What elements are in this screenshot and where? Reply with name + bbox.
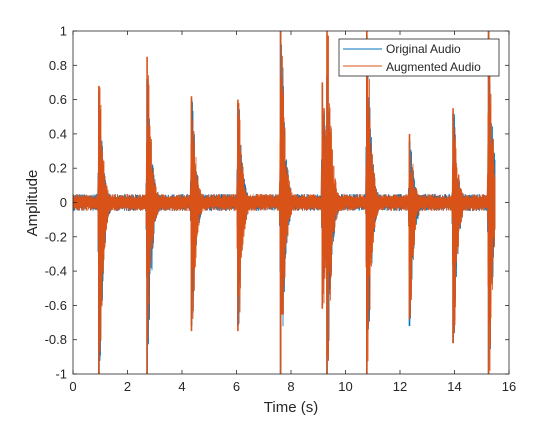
y-tick-label: -0.6 [45, 298, 67, 313]
y-tick-label: -0.8 [45, 332, 67, 347]
axes-layer: 0 2 4 6 8 10 12 14 16 -1 -0.8 -0.6 -0.4 -0.2 0 0.2 0.4 0.… [45, 24, 517, 395]
y-tick-label: 0 [60, 195, 67, 210]
x-tick-label: 2 [124, 379, 131, 394]
x-axis-label: Time (s) [264, 399, 318, 416]
y-axis-label: Amplitude [24, 170, 41, 237]
legend-label-original: Original Audio [386, 42, 461, 56]
legend: Original Audio Augmented Audio [338, 38, 500, 77]
y-tick-label: 0.4 [49, 126, 67, 141]
y-tick-label: -0.2 [45, 229, 67, 244]
y-tick-label: 0.6 [49, 92, 67, 107]
x-tick-label: 10 [338, 379, 352, 394]
y-tick-label: -1 [55, 367, 67, 382]
x-tick-label: 14 [447, 379, 461, 394]
x-tick-label: 6 [233, 379, 240, 394]
legend-label-augmented: Augmented Audio [386, 60, 481, 74]
series-augmented-audio-line [72, 35, 496, 371]
y-tick-label: 0.2 [49, 161, 67, 176]
y-tick-label: 1 [60, 24, 67, 39]
x-tick-label: 8 [287, 379, 294, 394]
x-tick-label: 4 [178, 379, 185, 394]
x-tick-label: 16 [502, 379, 516, 394]
y-tick-label: 0.8 [49, 58, 67, 73]
series-layer [72, 31, 496, 374]
x-tick-label: 0 [69, 379, 76, 394]
x-tick-label: 12 [393, 379, 407, 394]
y-tick-label: -0.4 [45, 264, 67, 279]
legend-box [338, 38, 500, 77]
